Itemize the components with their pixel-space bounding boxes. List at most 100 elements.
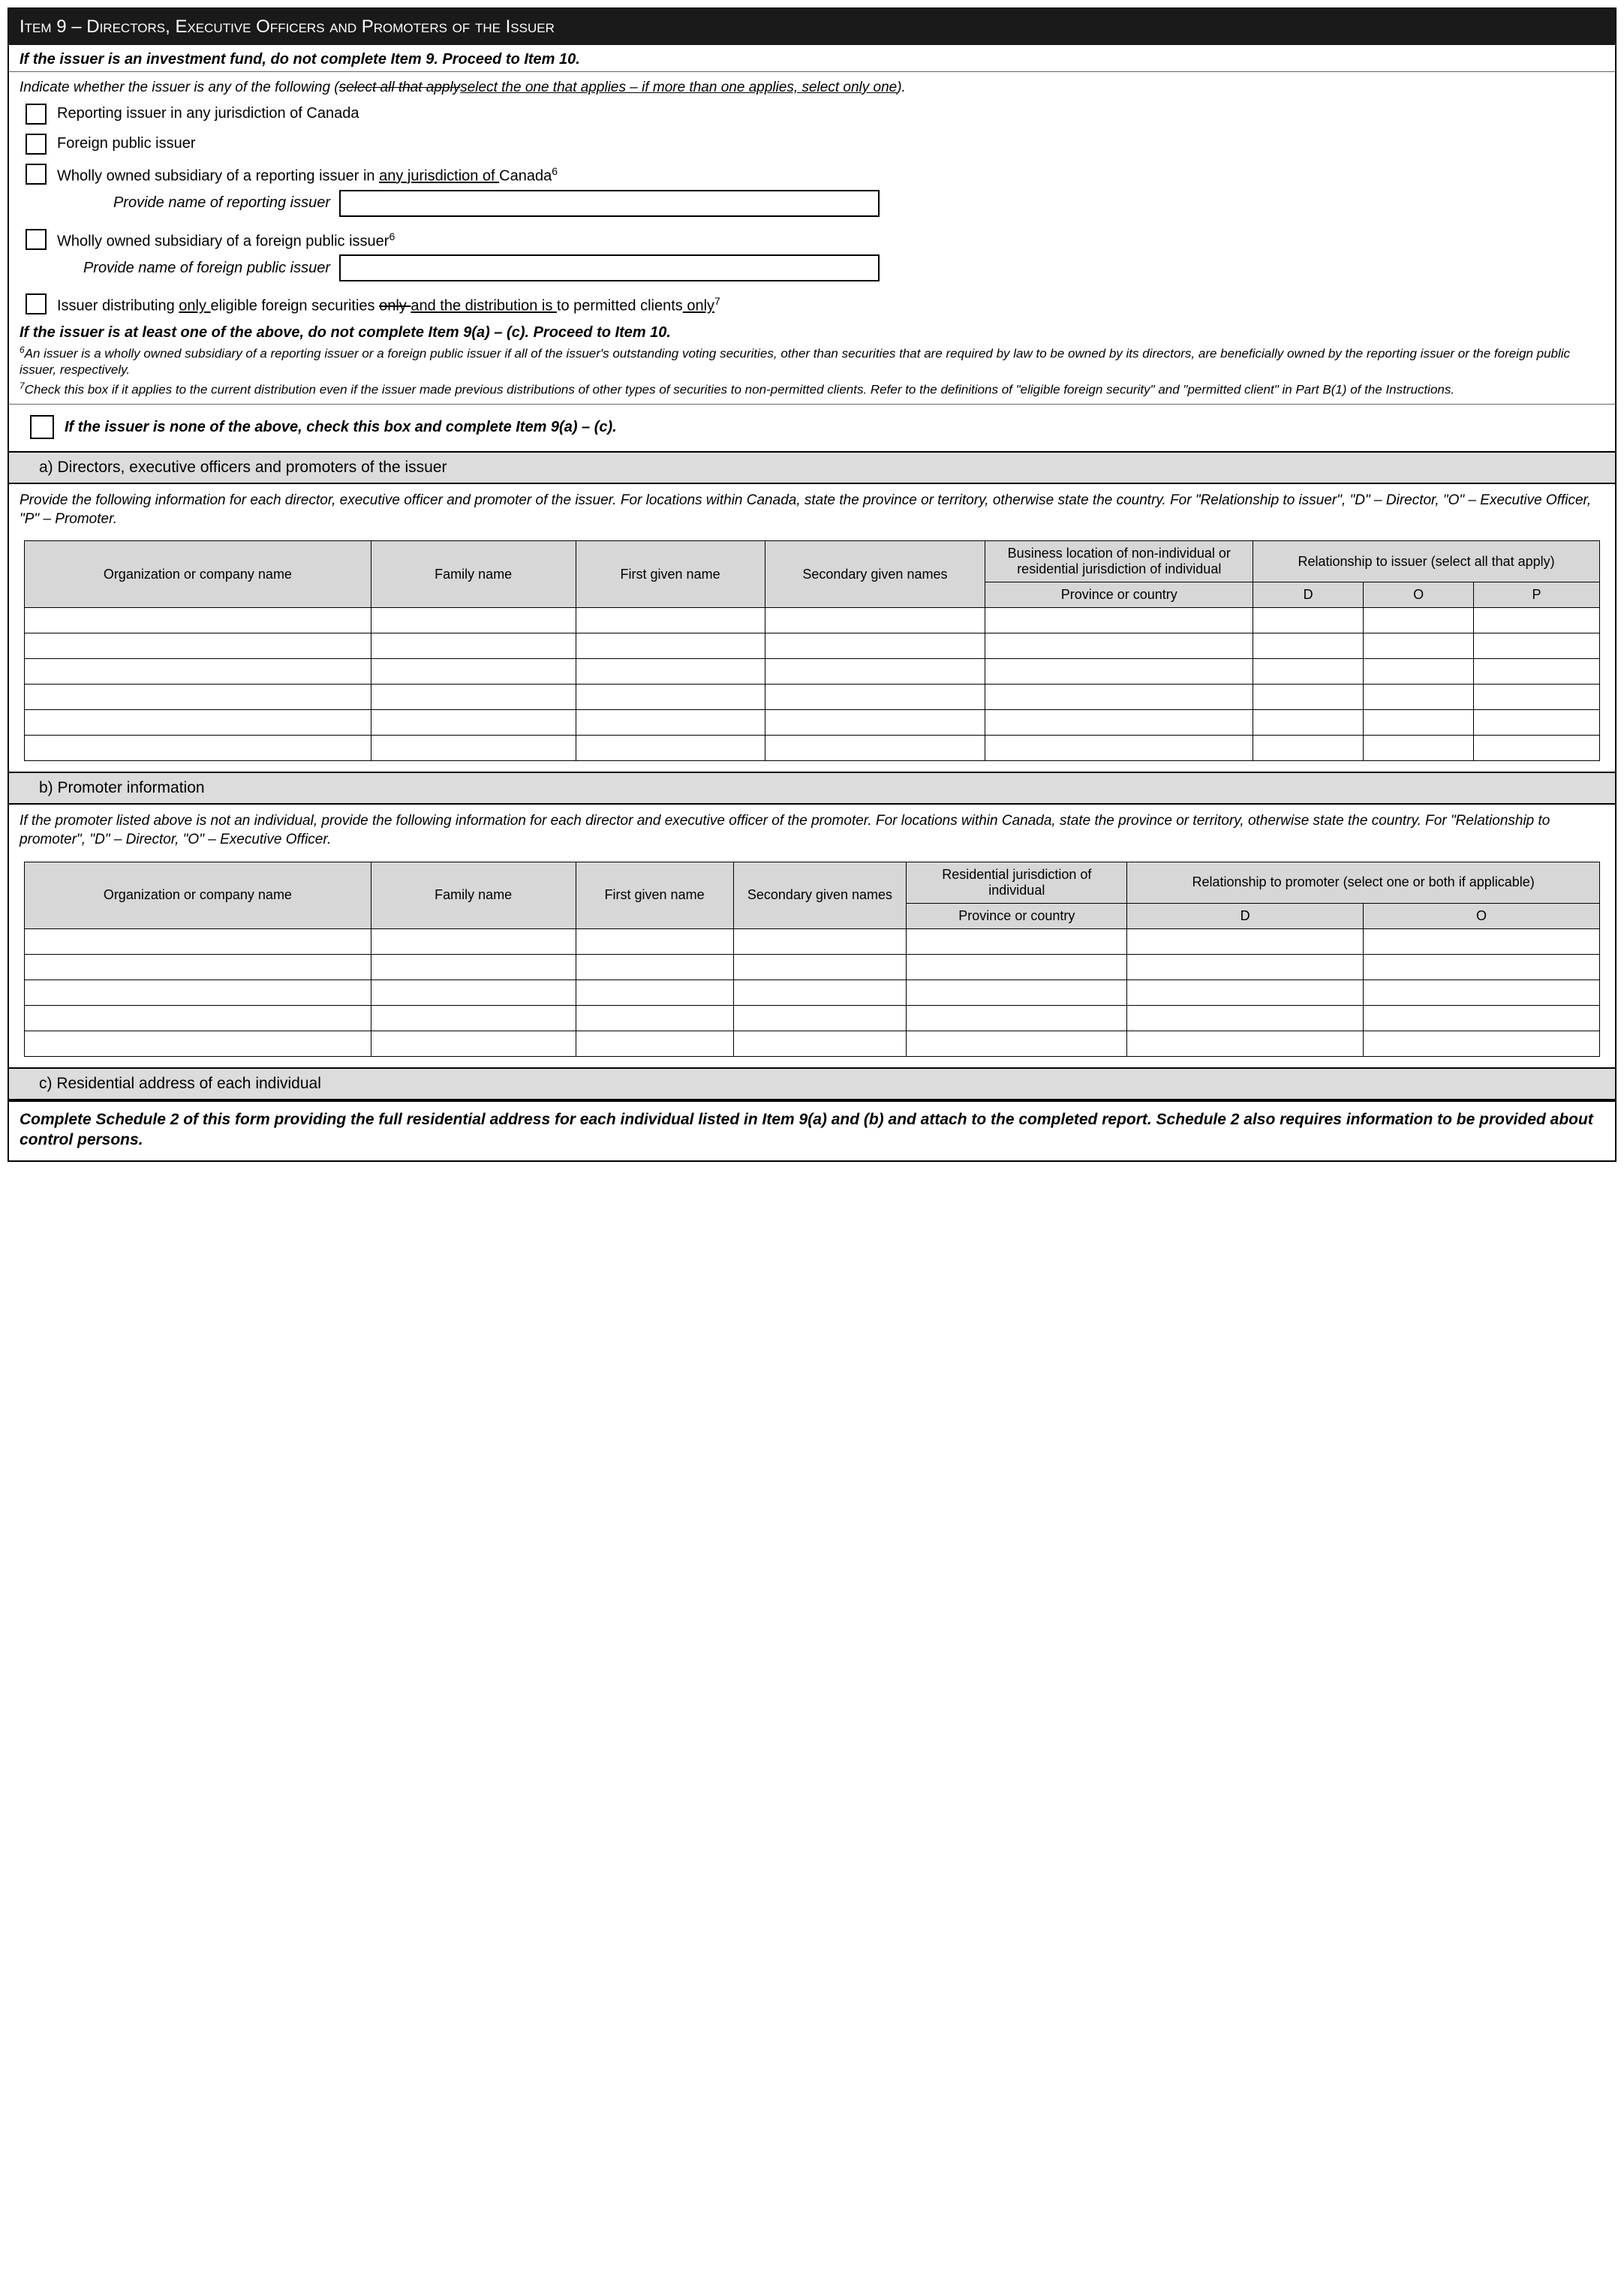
table-cell[interactable] [733,928,907,954]
checkbox-eligible-foreign[interactable] [26,293,47,314]
table-cell[interactable] [733,979,907,1005]
table-cell[interactable] [371,1005,576,1031]
table-cell[interactable] [765,659,985,685]
table-cell[interactable] [576,954,733,979]
table-cell[interactable] [576,1031,733,1056]
table-cell[interactable] [371,979,576,1005]
table-cell[interactable] [25,1005,371,1031]
table-cell[interactable] [371,710,576,736]
table-cell[interactable] [1364,736,1474,761]
checkbox-subsidiary-reporting[interactable] [26,164,47,185]
table-cell[interactable] [1364,1005,1600,1031]
table-cell[interactable] [765,710,985,736]
table-cell[interactable] [371,736,576,761]
table-cell[interactable] [985,685,1253,710]
table-cell[interactable] [371,685,576,710]
table-cell[interactable] [576,608,765,633]
table-cell[interactable] [1127,1005,1364,1031]
table-cell[interactable] [765,633,985,659]
table-cell[interactable] [25,608,371,633]
table-cell[interactable] [576,710,765,736]
table-cell[interactable] [25,954,371,979]
table-cell[interactable] [907,954,1127,979]
table-cell[interactable] [1474,659,1600,685]
table-cell[interactable] [1127,979,1364,1005]
table-cell[interactable] [1364,954,1600,979]
table-cell[interactable] [1253,736,1364,761]
table-cell[interactable] [733,1031,907,1056]
table-cell[interactable] [576,633,765,659]
table-cell[interactable] [576,736,765,761]
table-cell[interactable] [1253,608,1364,633]
table-cell[interactable] [733,954,907,979]
table-cell[interactable] [576,659,765,685]
table-cell[interactable] [371,1031,576,1056]
table-cell[interactable] [576,928,733,954]
table-cell[interactable] [733,1005,907,1031]
table-cell[interactable] [1474,608,1600,633]
input-foreign-issuer-name[interactable] [339,254,880,281]
table-cell[interactable] [1253,659,1364,685]
table-cell[interactable] [1474,685,1600,710]
table-cell[interactable] [576,1005,733,1031]
table-cell[interactable] [25,1031,371,1056]
th-d: D [1253,582,1364,608]
table-cell[interactable] [25,979,371,1005]
table-cell[interactable] [1474,710,1600,736]
indicate-instruction: Indicate whether the issuer is any of th… [9,72,1615,99]
table-cell[interactable] [371,633,576,659]
table-cell[interactable] [576,685,765,710]
table-cell[interactable] [985,710,1253,736]
input-reporting-issuer-name[interactable] [339,190,880,217]
table-cell[interactable] [371,659,576,685]
label-none-of-above: If the issuer is none of the above, chec… [65,419,617,436]
table-cell[interactable] [985,736,1253,761]
thb-first: First given name [576,862,733,928]
table-cell[interactable] [765,685,985,710]
table-cell[interactable] [1364,608,1474,633]
section-c-header: c) Residential address of each individua… [9,1067,1615,1100]
check-subsidiary-reporting: Wholly owned subsidiary of a reporting i… [9,159,1615,190]
table-cell[interactable] [371,954,576,979]
table-cell[interactable] [25,736,371,761]
table-cell[interactable] [371,928,576,954]
checkbox-subsidiary-foreign[interactable] [26,229,47,250]
table-cell[interactable] [1127,954,1364,979]
table-cell[interactable] [985,659,1253,685]
table-cell[interactable] [907,928,1127,954]
checkbox-none-of-above[interactable] [30,415,54,439]
table-cell[interactable] [907,1005,1127,1031]
checkbox-reporting-issuer[interactable] [26,104,47,125]
table-cell[interactable] [1253,633,1364,659]
table-cell[interactable] [765,736,985,761]
table-cell[interactable] [576,979,733,1005]
table-cell[interactable] [1253,710,1364,736]
table-cell[interactable] [1364,685,1474,710]
table-cell[interactable] [371,608,576,633]
table-cell[interactable] [1364,979,1600,1005]
checkbox-foreign-public[interactable] [26,134,47,155]
table-cell[interactable] [907,1031,1127,1056]
table-cell[interactable] [907,979,1127,1005]
table-cell[interactable] [985,608,1253,633]
table-cell[interactable] [1127,928,1364,954]
table-cell[interactable] [25,659,371,685]
table-cell[interactable] [1127,1031,1364,1056]
table-cell[interactable] [25,633,371,659]
table-cell[interactable] [1364,1031,1600,1056]
table-cell[interactable] [1474,633,1600,659]
table-cell[interactable] [25,710,371,736]
table-cell[interactable] [985,633,1253,659]
table-cell[interactable] [25,685,371,710]
table-cell[interactable] [25,928,371,954]
table-cell[interactable] [1364,633,1474,659]
table-cell[interactable] [1364,928,1600,954]
table-cell[interactable] [1253,685,1364,710]
table-cell[interactable] [765,608,985,633]
table-row [25,928,1600,954]
table-cell[interactable] [1364,710,1474,736]
table-a-wrap: Organization or company name Family name… [9,536,1615,772]
table-cell[interactable] [1474,736,1600,761]
section-b-header: b) Promoter information [9,772,1615,805]
table-cell[interactable] [1364,659,1474,685]
